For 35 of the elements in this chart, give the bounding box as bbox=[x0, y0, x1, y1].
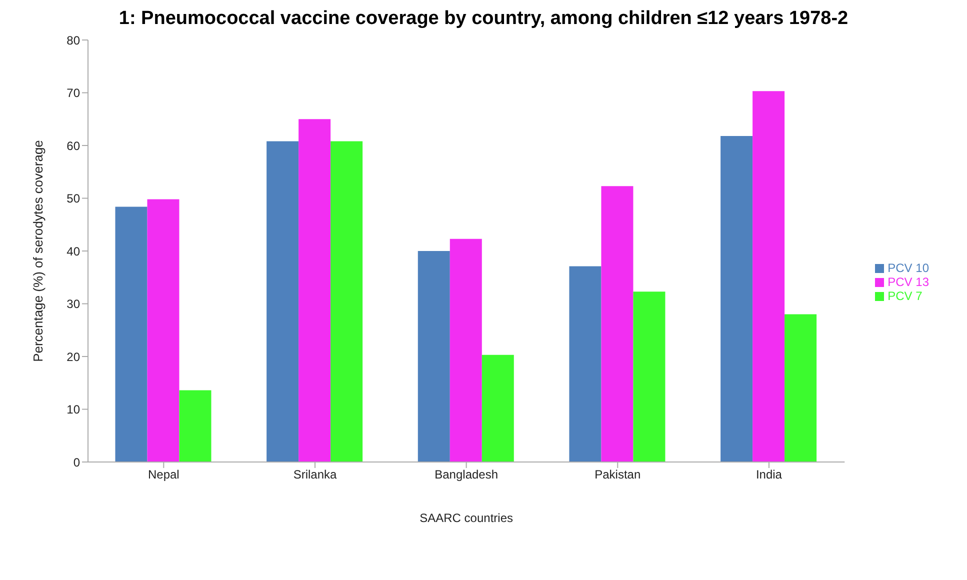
y-axis-title: Percentage (%) of serodytes coverage bbox=[30, 140, 46, 362]
bar bbox=[482, 354, 514, 462]
bar bbox=[115, 206, 148, 462]
x-tick-label: Srilanka bbox=[293, 468, 337, 482]
y-tick-label: 30 bbox=[66, 297, 80, 312]
y-tick-label: 60 bbox=[66, 138, 80, 153]
bar bbox=[147, 199, 180, 462]
y-tick-label: 70 bbox=[66, 86, 80, 100]
bar bbox=[633, 292, 666, 462]
bar bbox=[720, 136, 753, 462]
bar bbox=[298, 119, 331, 462]
x-tick-label: Pakistan bbox=[594, 468, 641, 482]
bar bbox=[266, 141, 299, 462]
bar bbox=[784, 314, 817, 462]
bar bbox=[601, 186, 634, 462]
bar bbox=[330, 141, 363, 462]
legend-label: PCV 13 bbox=[888, 275, 929, 289]
y-tick-label: 10 bbox=[66, 402, 80, 417]
y-tick-label: 80 bbox=[66, 33, 80, 48]
y-tick-label: 0 bbox=[73, 455, 80, 470]
x-tick-label: India bbox=[756, 468, 782, 482]
y-tick-label: 20 bbox=[66, 350, 80, 364]
x-axis-title: SAARC countries bbox=[420, 511, 514, 525]
bar bbox=[179, 390, 212, 462]
x-tick-label: Nepal bbox=[148, 468, 180, 482]
y-tick-label: 40 bbox=[66, 244, 80, 258]
bar bbox=[418, 251, 450, 462]
x-tick-label: Bangladesh bbox=[434, 468, 498, 482]
bar bbox=[752, 91, 785, 462]
chart-title: 1: Pneumococcal vaccine coverage by country, among children ≤12 years 1978-2 bbox=[118, 8, 850, 31]
y-tick-label: 50 bbox=[66, 192, 80, 206]
legend-label: PCV 7 bbox=[888, 289, 922, 303]
legend-label: PCV 10 bbox=[888, 261, 929, 275]
bar bbox=[450, 238, 482, 462]
bar bbox=[569, 266, 602, 462]
